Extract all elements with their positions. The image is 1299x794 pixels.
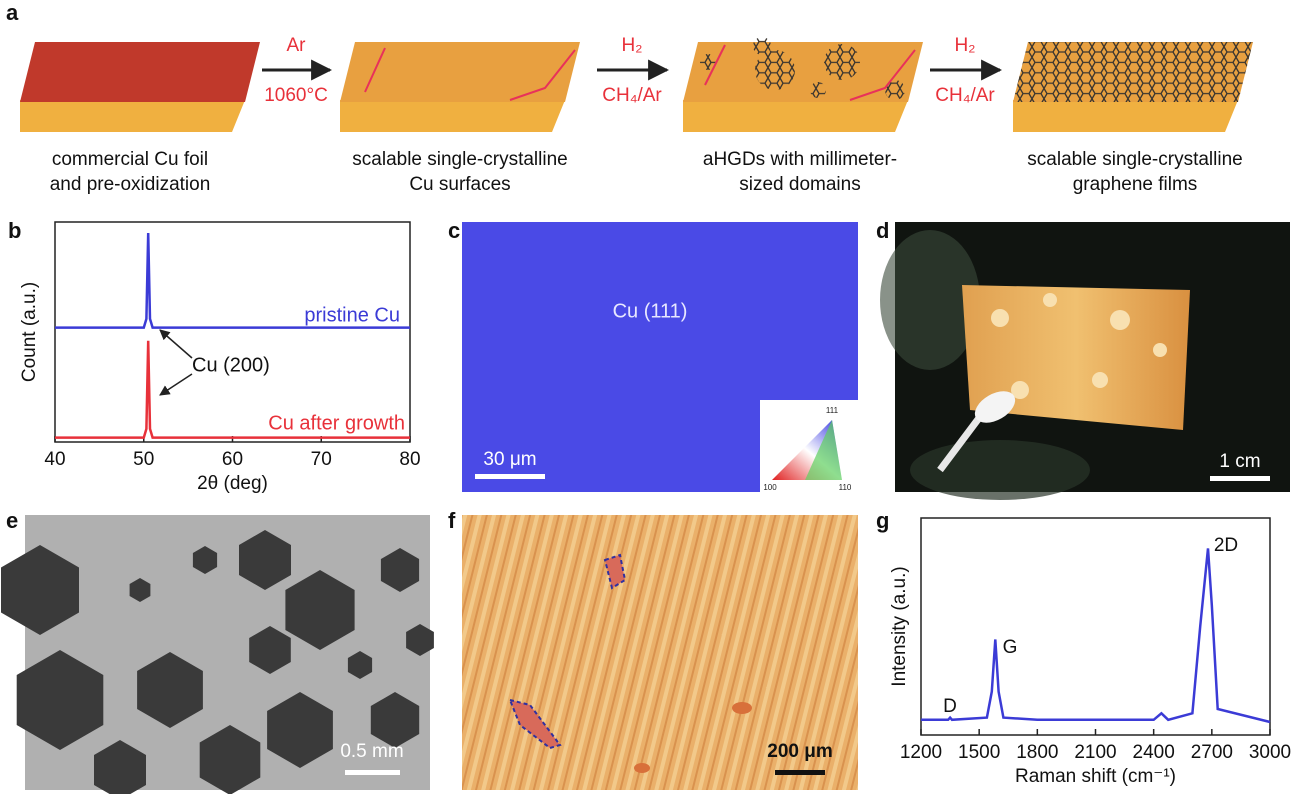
condition: H₂: [621, 35, 642, 56]
panel-label: g: [876, 508, 889, 533]
annotation-arrow: [159, 373, 193, 396]
caption: Cu surfaces: [409, 174, 510, 195]
plot-frame: [54, 221, 411, 443]
caption: sized domains: [739, 174, 860, 195]
panel-label: b: [8, 218, 21, 243]
scale-bar-label: 30 μm: [483, 449, 536, 470]
domain: [1, 545, 79, 635]
x-tick-label: 40: [44, 449, 65, 470]
plates: [20, 37, 1253, 132]
caption: and pre-oxidization: [50, 174, 211, 195]
peak-label: D: [943, 696, 957, 717]
domain: [267, 692, 333, 768]
line: [55, 340, 410, 439]
scale-bar-label: 1 cm: [1219, 451, 1260, 472]
y-axis-label: Count (a.u.): [19, 282, 40, 382]
x-tick-label: 1200: [900, 742, 942, 763]
panel-label: d: [876, 218, 889, 243]
domain: [137, 652, 203, 728]
condition: H₂: [954, 35, 975, 56]
domain: [199, 725, 261, 794]
panel-label: f: [448, 508, 456, 533]
domain: [249, 626, 291, 674]
caption: commercial Cu foil: [52, 149, 208, 170]
peak-label: 2D: [1214, 535, 1238, 556]
x-tick-label: 1500: [958, 742, 1000, 763]
y-axis-label: Intensity (a.u.): [889, 566, 910, 686]
legend-label: 111: [826, 406, 839, 415]
condition: CH₄/Ar: [602, 85, 662, 106]
ebsd-map: [462, 222, 858, 492]
domain: [347, 651, 373, 679]
domain: [192, 546, 218, 574]
scale-bar-label: 0.5 mm: [340, 741, 403, 762]
x-tick-label: 70: [311, 449, 332, 470]
optical-image: [462, 515, 858, 790]
condition: CH₄/Ar: [935, 85, 995, 106]
legend-label: 110: [839, 483, 852, 492]
domain: [16, 650, 104, 750]
x-tick-label: 2400: [1133, 742, 1175, 763]
peak-label: G: [1003, 637, 1018, 658]
photo: [880, 222, 1290, 500]
x-tick-label: 50: [133, 449, 154, 470]
line: [921, 548, 1271, 724]
domain: [370, 692, 420, 748]
scale-bar: [345, 770, 400, 775]
series-label: pristine Cu: [304, 304, 400, 326]
caption: scalable single-crystalline: [1027, 149, 1242, 170]
domain: [129, 578, 151, 602]
domain: [406, 624, 434, 656]
condition: 1060°C: [264, 85, 328, 106]
x-axis-label: Raman shift (cm⁻¹): [1015, 766, 1176, 787]
domain: [285, 570, 355, 650]
caption: graphene films: [1073, 174, 1198, 195]
x-tick-label: 2700: [1191, 742, 1233, 763]
domain: [380, 548, 420, 592]
caption: scalable single-crystalline: [352, 149, 567, 170]
annotation: Cu (200): [192, 354, 270, 376]
x-tick-label: 3000: [1249, 742, 1291, 763]
panel-label: c: [448, 218, 460, 243]
legend-label: 100: [763, 483, 777, 492]
x-tick-label: 80: [399, 449, 420, 470]
x-tick-label: 60: [222, 449, 243, 470]
x-tick-label: 1800: [1016, 742, 1058, 763]
orientation-label: Cu (111): [613, 300, 688, 322]
caption: aHGDs with millimeter-: [703, 149, 897, 170]
line: [55, 232, 410, 329]
x-axis-label: 2θ (deg): [197, 473, 268, 494]
annotation-arrow: [159, 329, 193, 359]
domain: [239, 530, 291, 590]
panel-label: e: [6, 508, 18, 533]
series-label: Cu after growth: [268, 412, 405, 434]
sem-image: [1, 515, 434, 794]
condition: Ar: [287, 35, 307, 56]
x-tick-label: 2100: [1074, 742, 1116, 763]
domain: [94, 740, 146, 794]
scale-bar-label: 200 μm: [767, 741, 833, 762]
panel-label: a: [6, 0, 19, 25]
